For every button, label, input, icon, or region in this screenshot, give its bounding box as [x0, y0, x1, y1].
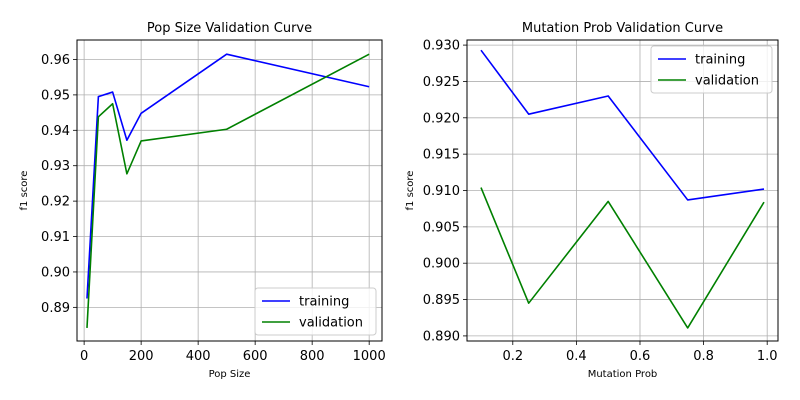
mutation-prob-y-axis-label: f1 score	[405, 171, 416, 211]
mutation-prob-y-tick-label: 0.915	[423, 148, 460, 163]
pop-size-legend-label-validation: validation	[299, 316, 363, 331]
mutation-prob-x-tick-label: 0.2	[502, 349, 523, 364]
mutation-prob-y-tick-label: 0.930	[423, 39, 460, 54]
mutation-prob-y-tick-label: 0.925	[423, 75, 460, 90]
pop-size-legend: training validation	[254, 287, 377, 336]
pop-size-y-tick-label: 0.91	[41, 230, 70, 245]
pop-size-x-tick-label: 800	[300, 349, 325, 364]
mutation-prob-legend-label-training: training	[695, 53, 745, 68]
mutation-prob-legend: training validation	[650, 45, 773, 94]
pop-size-legend-label-training: training	[299, 295, 349, 310]
pop-size-y-tick-label: 0.94	[41, 124, 70, 139]
mutation-prob-x-axis-label: Mutation Prob	[588, 369, 658, 380]
pop-size-y-tick-label: 0.96	[41, 53, 70, 68]
pop-size-x-tick-label: 600	[243, 349, 268, 364]
mutation-prob-x-tick-label: 1.0	[757, 349, 778, 364]
mutation-prob-y-tick-label: 0.910	[423, 184, 460, 199]
pop-size-chart: 0 200 400 600 800 1000 0.89 0.90 0.91 0.92 0.93 0.9…	[19, 21, 386, 380]
mutation-prob-y-tick-label: 0.890	[423, 329, 460, 344]
pop-size-x-tick-label: 200	[129, 349, 154, 364]
mutation-prob-series-validation-line	[480, 187, 765, 329]
pop-size-x-tick-label: 400	[186, 349, 211, 364]
mutation-prob-y-tick-label: 0.905	[423, 220, 460, 235]
pop-size-y-tick-label: 0.93	[41, 159, 70, 174]
mutation-prob-x-tick-label: 0.6	[630, 349, 651, 364]
pop-size-series-training-line	[86, 53, 370, 299]
mutation-prob-legend-box	[650, 45, 773, 94]
mutation-prob-y-tick-label: 0.895	[423, 293, 460, 308]
pop-size-x-axis-label: Pop Size	[209, 369, 251, 380]
pop-size-y-tick-label: 0.89	[41, 301, 70, 316]
pop-size-x-tick-label: 0	[80, 349, 88, 364]
mutation-prob-chart-title: Mutation Prob Validation Curve	[522, 21, 723, 36]
pop-size-chart-title: Pop Size Validation Curve	[147, 21, 312, 36]
pop-size-y-axis-label: f1 score	[19, 171, 30, 211]
pop-size-y-tick-label: 0.95	[41, 88, 70, 103]
mutation-prob-x-tick-label: 0.4	[566, 349, 587, 364]
mutation-prob-y-tick-label: 0.920	[423, 111, 460, 126]
pop-size-legend-box	[254, 287, 377, 336]
pop-size-y-tick-label: 0.92	[41, 195, 70, 210]
mutation-prob-series-training-line	[480, 49, 765, 201]
mutation-prob-x-tick-label: 0.8	[693, 349, 714, 364]
pop-size-y-tick-label: 0.90	[41, 265, 70, 280]
pop-size-series-validation-line	[86, 53, 370, 328]
mutation-prob-y-tick-label: 0.900	[423, 257, 460, 272]
pop-size-x-tick-label: 1000	[353, 349, 386, 364]
mutation-prob-chart: 0.2 0.4 0.6 0.8 1.0 0.890 0.895 0.900 0.905 0.910…	[405, 21, 779, 380]
mutation-prob-legend-label-validation: validation	[695, 74, 759, 89]
pop-size-plot-frame	[76, 39, 383, 342]
